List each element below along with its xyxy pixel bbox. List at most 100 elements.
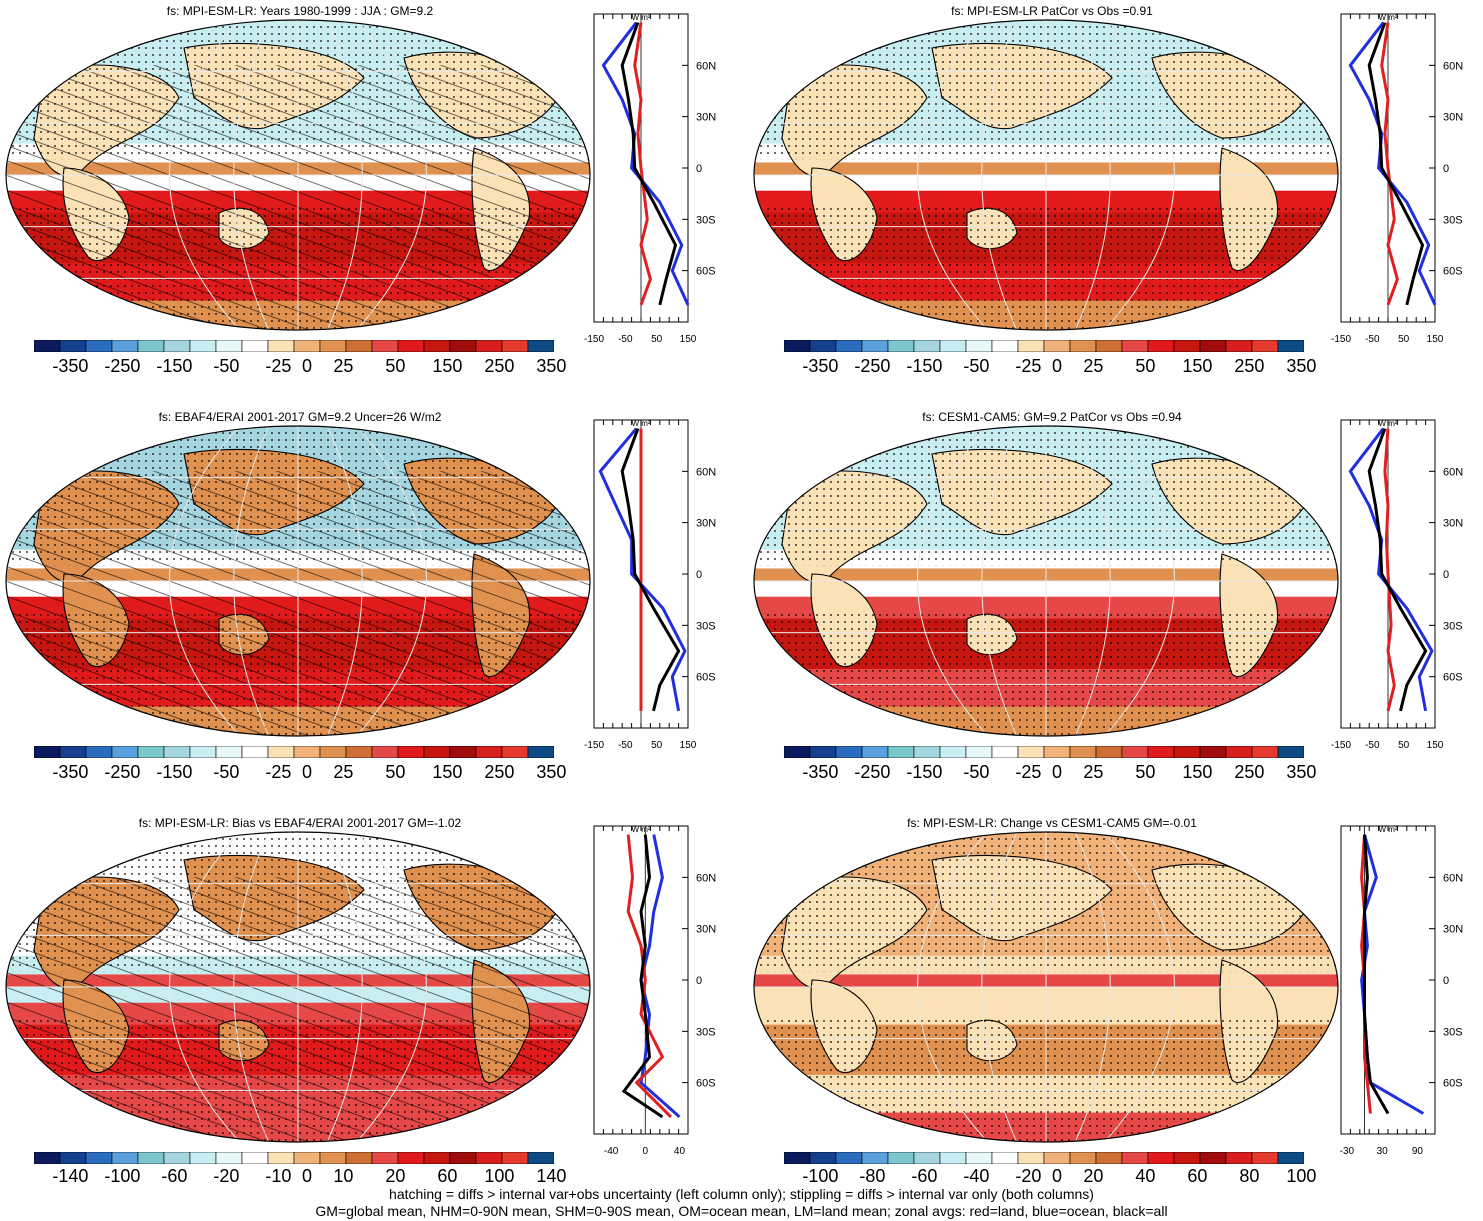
colorbar-tick-label: -50	[963, 356, 990, 376]
ocean-zonal-line	[1348, 427, 1434, 712]
colorbar-swatch	[345, 1152, 373, 1164]
x-tick-label: 150	[1427, 334, 1444, 345]
colorbar-swatch	[1043, 340, 1071, 352]
lat-tick-label: 30N	[1443, 518, 1463, 530]
lat-tick-label: 30S	[1443, 620, 1463, 632]
map-border	[753, 19, 1339, 331]
colorbar-tick-label: -150	[906, 762, 943, 782]
colorbar-swatch	[475, 746, 503, 758]
colorbar-tick-label: -350	[802, 356, 839, 376]
colorbar-tick-label: 80	[1239, 1166, 1260, 1186]
colorbar-swatch	[293, 746, 321, 758]
colorbar-swatch	[991, 340, 1019, 352]
colorbar-swatch	[1069, 1152, 1097, 1164]
colorbar-labels: -140 -100 -60 -20 -10 0 10 20 60 100 140	[34, 1166, 566, 1188]
x-tick-label: -40	[604, 1146, 619, 1157]
colorbar-tick-label: -50	[213, 762, 240, 782]
colorbar-swatch	[784, 340, 811, 352]
colorbar-tick-label: -20	[1015, 1166, 1042, 1186]
colorbar-swatch	[965, 746, 993, 758]
lat-tick-label: 60S	[696, 672, 716, 684]
graticule-meridian	[1074, 426, 1111, 736]
graticule-meridian	[233, 832, 270, 1142]
colorbar-tick-label: 50	[1135, 762, 1156, 782]
graticule-meridian	[169, 426, 240, 736]
colorbar-swatch	[1277, 1152, 1304, 1164]
lat-tick-label: 60S	[1443, 1078, 1463, 1090]
colorbar-swatch	[861, 746, 889, 758]
lat-tick-label: 30S	[696, 1026, 716, 1038]
graticule-meridian	[1104, 20, 1175, 330]
colorbar-swatch	[345, 746, 373, 758]
graticule-meridian	[356, 832, 427, 1142]
colorbar-swatch	[85, 1152, 113, 1164]
colorbar-tick-label: 350	[536, 762, 567, 782]
lat-tick-label: 60N	[1443, 466, 1463, 478]
colorbar-swatch	[835, 746, 863, 758]
graticule-meridian	[981, 20, 1018, 330]
colorbar-swatch	[1225, 1152, 1253, 1164]
colorbar-swatch	[887, 746, 915, 758]
colorbar-swatch	[241, 1152, 269, 1164]
colorbar-swatch	[371, 340, 399, 352]
x-tick-label: -50	[618, 740, 633, 751]
lat-tick-label: 30S	[1443, 214, 1463, 226]
colorbar-swatch	[449, 340, 477, 352]
colorbar-swatch	[913, 746, 941, 758]
lat-tick-label: 30S	[696, 620, 716, 632]
map-title: fs: MPI-ESM-LR: Years 1980-1999 : JJA : …	[166, 4, 434, 18]
colorbar-swatch	[1095, 340, 1123, 352]
colorbar	[34, 340, 554, 352]
colorbar-tick-label: 150	[1182, 762, 1213, 782]
colorbar-swatch	[111, 340, 139, 352]
colorbar-tick-label: 250	[484, 356, 515, 376]
x-tick-label: 50	[651, 740, 663, 751]
colorbar-swatch	[319, 1152, 347, 1164]
colorbar-tick-label: 250	[484, 762, 515, 782]
all-zonal-line	[1363, 834, 1390, 1115]
lat-tick-label: 30N	[696, 924, 716, 936]
footnote-line-1: hatching = diffs > internal var+obs unce…	[389, 1186, 1094, 1202]
colorbar-tick-label: 100	[484, 1166, 515, 1186]
colorbar-tick-label: -20	[213, 1166, 240, 1186]
colorbar-swatch	[913, 1152, 941, 1164]
colorbar-labels: -350 -250 -150 -50 -25 0 25 50 150 250 350	[34, 356, 566, 378]
x-tick-label: -30	[1340, 1146, 1355, 1157]
colorbar-swatch	[34, 340, 61, 352]
map-title: fs: MPI-ESM-LR PatCor vs Obs =0.91	[951, 4, 1153, 18]
colorbar-tick-label: -350	[52, 762, 89, 782]
colorbar-labels: -350 -250 -150 -50 -25 0 25 50 150 250 350	[784, 762, 1316, 784]
ocean-zonal-line	[598, 427, 687, 712]
all-zonal-line	[1367, 428, 1428, 712]
map-border	[5, 425, 591, 737]
colorbar-tick-label: -350	[802, 762, 839, 782]
map-title: fs: MPI-ESM-LR: Bias vs EBAF4/ERAI 2001-…	[138, 816, 462, 830]
colorbar-swatch	[939, 340, 967, 352]
colorbar-swatch	[371, 746, 399, 758]
ocean-zonal-line	[1348, 21, 1437, 306]
colorbar-tick-label: -250	[104, 356, 141, 376]
colorbar-swatch	[887, 1152, 915, 1164]
lat-tick-label: 60N	[1443, 872, 1463, 884]
colorbar-swatch	[835, 1152, 863, 1164]
colorbar-swatch	[319, 746, 347, 758]
lat-tick-label: 30N	[696, 112, 716, 124]
x-tick-label: -150	[1331, 334, 1351, 345]
x-tick-label: -150	[584, 334, 604, 345]
graticule-meridian	[169, 832, 240, 1142]
lat-tick-label: 60N	[696, 60, 716, 72]
colorbar-swatch	[1173, 1152, 1201, 1164]
colorbar-swatch	[423, 1152, 451, 1164]
colorbar-swatch	[319, 340, 347, 352]
graticule-meridian	[917, 426, 988, 736]
colorbar-swatch	[1017, 746, 1045, 758]
lat-tick-label: 30N	[1443, 112, 1463, 124]
colorbar-swatch	[423, 340, 451, 352]
colorbar-swatch	[267, 1152, 295, 1164]
lat-tick-label: 30N	[696, 518, 716, 530]
colorbar-swatch	[861, 1152, 889, 1164]
world-map	[753, 19, 1339, 331]
